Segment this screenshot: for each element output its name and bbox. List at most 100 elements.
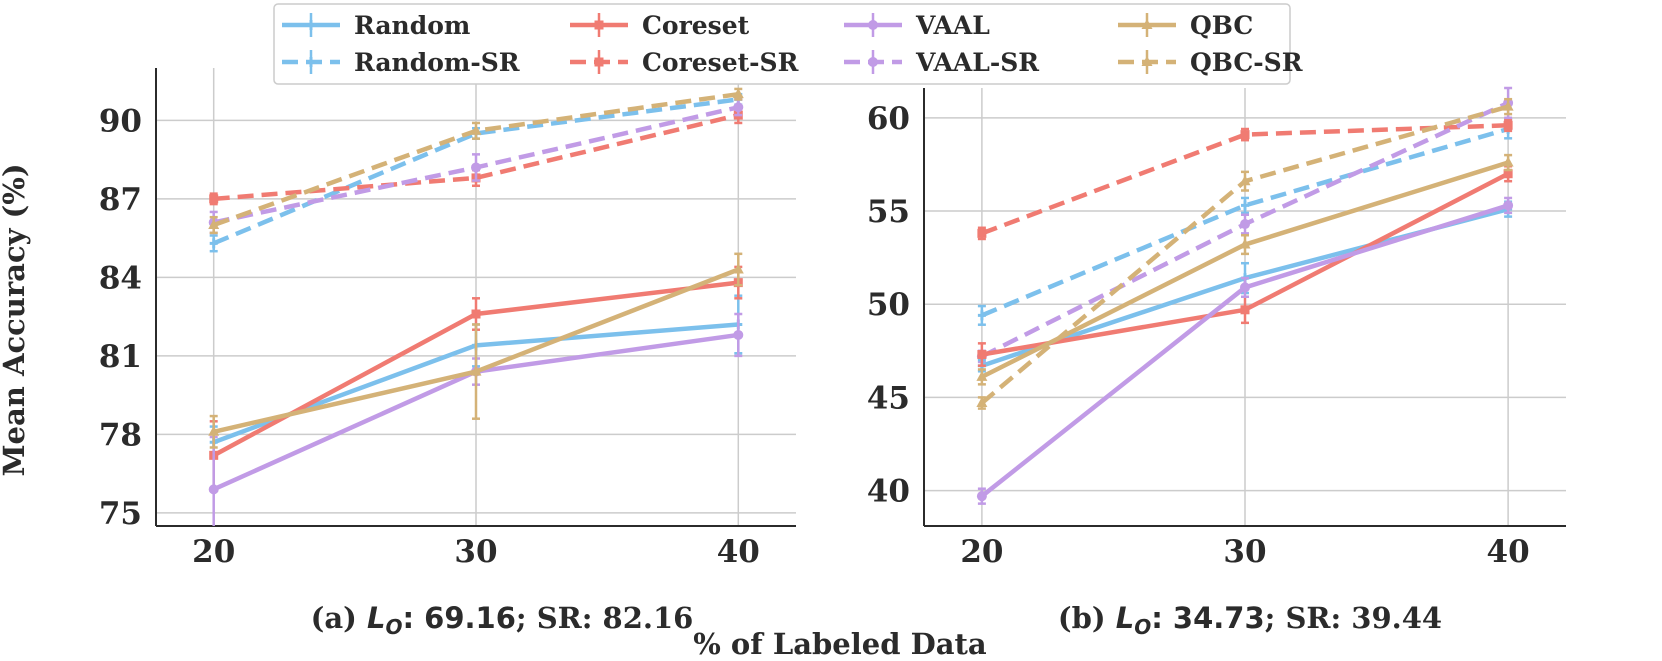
y-tick-label: 60 bbox=[867, 101, 910, 137]
data-point-marker bbox=[976, 370, 988, 381]
legend-label: Coreset bbox=[642, 11, 750, 40]
data-point-marker bbox=[1502, 156, 1514, 167]
data-point-marker bbox=[976, 491, 987, 502]
legend-item-qbc: QBC bbox=[1118, 11, 1253, 40]
data-point-marker bbox=[1240, 130, 1250, 140]
data-point-marker bbox=[594, 57, 604, 67]
series-qbc bbox=[976, 153, 1514, 386]
data-point-marker bbox=[1240, 305, 1250, 315]
caption-value: : 34.73 bbox=[1151, 601, 1264, 635]
legend: Random Coreset VAAL QBC Random-SR Coreset-SR V… bbox=[273, 3, 1303, 85]
plot-area bbox=[976, 86, 1514, 505]
series-qbc-sr bbox=[976, 97, 1514, 410]
legend-item-vaal: VAAL bbox=[844, 11, 990, 40]
data-point-marker bbox=[1141, 19, 1153, 29]
caption-suffix: ; SR: 39.44 bbox=[1265, 601, 1442, 635]
data-point-marker bbox=[976, 396, 988, 407]
data-point-marker bbox=[208, 425, 220, 436]
subplot-b-caption: (b) LO: 34.73; SR: 39.44 bbox=[1058, 601, 1442, 639]
series-qbc-sr bbox=[208, 87, 744, 235]
y-tick-label: 55 bbox=[867, 194, 910, 230]
data-point-marker bbox=[594, 20, 604, 30]
caption-subscript: O bbox=[385, 615, 402, 639]
data-point-marker bbox=[471, 162, 481, 173]
y-tick-label: 84 bbox=[99, 260, 142, 296]
data-point-marker bbox=[1141, 56, 1153, 66]
legend-label: VAAL-SR bbox=[915, 48, 1039, 77]
data-point-marker bbox=[1241, 200, 1249, 211]
y-tick-label: 40 bbox=[867, 474, 910, 510]
data-point-marker bbox=[307, 57, 315, 67]
legend-label: VAAL bbox=[915, 11, 990, 40]
data-point-marker bbox=[208, 484, 219, 495]
data-point-marker bbox=[977, 310, 986, 321]
caption-prefix: (a) bbox=[311, 601, 367, 635]
data-point-marker bbox=[470, 365, 482, 376]
y-tick-label: 45 bbox=[867, 380, 910, 416]
y-axis-label: Mean Accuracy (%) bbox=[0, 163, 31, 476]
data-point-marker bbox=[1503, 169, 1513, 179]
data-point-marker bbox=[307, 20, 315, 30]
data-point-marker bbox=[1240, 219, 1250, 230]
data-point-marker bbox=[977, 228, 987, 238]
series-line bbox=[981, 126, 1509, 318]
legend-frame bbox=[273, 3, 1291, 85]
x-tick-label: 30 bbox=[1223, 534, 1266, 570]
data-point-marker bbox=[1240, 282, 1250, 293]
x-tick-label: 30 bbox=[454, 534, 497, 570]
legend-label: Random bbox=[354, 11, 470, 40]
legend-label: Coreset-SR bbox=[642, 48, 799, 77]
y-tick-label: 90 bbox=[99, 103, 142, 139]
series-coreset-sr bbox=[977, 118, 1513, 241]
caption-prefix: (b) bbox=[1058, 601, 1116, 635]
y-tick-label: 78 bbox=[99, 417, 142, 453]
y-tick-label: 81 bbox=[99, 339, 142, 375]
legend-label: QBC-SR bbox=[1190, 48, 1303, 77]
subplot-a: 75 78 81 84 87 90 20 30 40 bbox=[99, 68, 796, 570]
caption-symbol: L bbox=[1116, 601, 1134, 635]
plot-area bbox=[208, 87, 744, 526]
x-tick-label: 20 bbox=[192, 534, 235, 570]
legend-item-coreset-sr: Coreset-SR bbox=[570, 48, 799, 77]
y-tick-label: 75 bbox=[99, 496, 142, 532]
subplot-b: 40 45 50 55 60 20 30 40 bbox=[867, 86, 1566, 570]
x-axis-label: % of Labeled Data bbox=[693, 627, 987, 661]
caption-symbol: L bbox=[367, 601, 385, 635]
x-tick-label: 40 bbox=[717, 534, 760, 570]
legend-item-qbc-sr: QBC-SR bbox=[1118, 48, 1303, 77]
data-point-marker bbox=[1239, 238, 1251, 249]
data-point-marker bbox=[977, 350, 987, 360]
legend-label: QBC bbox=[1190, 11, 1253, 40]
caption-value: : 69.16 bbox=[402, 601, 515, 635]
data-point-marker bbox=[208, 219, 220, 230]
legend-item-random: Random bbox=[282, 11, 470, 40]
x-tick-label: 40 bbox=[1487, 534, 1530, 570]
series-line bbox=[981, 123, 1509, 236]
data-point-marker bbox=[470, 124, 482, 135]
series-vaal bbox=[976, 196, 1514, 505]
data-point-marker bbox=[733, 329, 744, 340]
data-point-marker bbox=[733, 102, 744, 113]
data-point-marker bbox=[868, 20, 878, 30]
data-point-marker bbox=[732, 263, 744, 274]
data-point-marker bbox=[209, 238, 218, 249]
data-point-marker bbox=[868, 57, 878, 67]
data-point-marker bbox=[1503, 200, 1514, 211]
data-point-marker bbox=[1502, 100, 1514, 111]
caption-suffix: ; SR: 82.16 bbox=[516, 601, 693, 635]
series-line bbox=[213, 112, 739, 202]
y-tick-label: 87 bbox=[99, 182, 142, 218]
legend-label: Random-SR bbox=[354, 48, 520, 77]
data-point-marker bbox=[471, 309, 481, 319]
data-point-marker bbox=[732, 88, 744, 99]
subplot-a-caption: (a) LO: 69.16; SR: 82.16 bbox=[311, 601, 694, 639]
data-point-marker bbox=[1239, 175, 1251, 186]
y-tick-label: 50 bbox=[867, 287, 910, 323]
caption-subscript: O bbox=[1134, 615, 1151, 639]
legend-item-vaal-sr: VAAL-SR bbox=[844, 48, 1039, 77]
legend-item-coreset: Coreset bbox=[570, 11, 750, 40]
x-tick-label: 20 bbox=[960, 534, 1003, 570]
data-point-marker bbox=[209, 194, 219, 204]
series-line bbox=[212, 97, 739, 246]
